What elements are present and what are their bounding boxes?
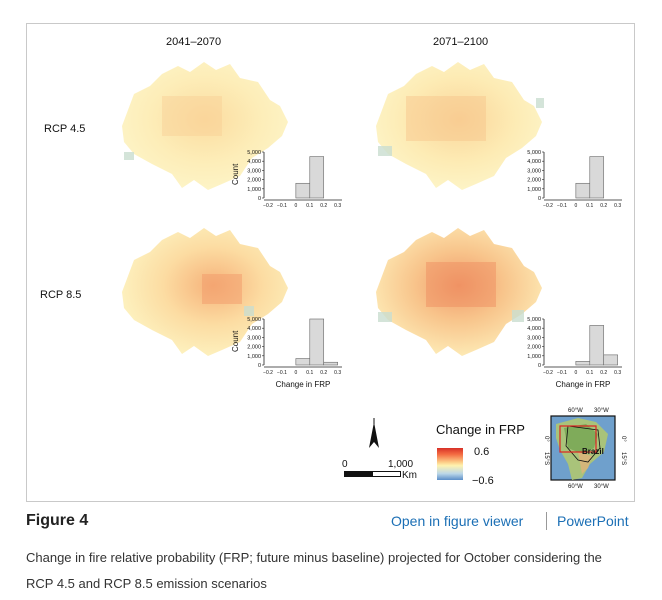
hist-x-tick-label: −0.1 [557, 203, 567, 209]
inset-lon-30-top: 30°W [594, 408, 609, 414]
hist-x-tick-label: 0.1 [306, 203, 313, 209]
hist-x-tick-label: −0.1 [277, 370, 287, 376]
hist-x-tick-label: 0.2 [320, 370, 327, 376]
figure-label: Figure 4 [26, 512, 89, 529]
hist-x-tick-label: 0 [294, 370, 297, 376]
hist-y-tick-label: 5,000 [527, 317, 541, 323]
link-separator [546, 512, 547, 530]
hist-bar [309, 318, 325, 366]
hist-bar [589, 156, 605, 199]
hist-y-tick-label: 0 [258, 363, 261, 369]
row-header-rcp45: RCP 4.5 [44, 123, 86, 135]
hist-x-tick-label: 0.1 [586, 370, 593, 376]
hist-bar [603, 354, 618, 366]
hist-bar [295, 358, 311, 366]
hist-bar [575, 361, 591, 366]
hist-bar [323, 361, 338, 366]
hist-x-axis-label: Change in FRP [276, 380, 331, 389]
hist-x-tick-label: 0.1 [306, 370, 313, 376]
hist-x-axis-label: Change in FRP [556, 380, 611, 389]
map-rcp85-2071-2100 [376, 228, 542, 356]
open-figure-viewer-link[interactable]: Open in figure viewer [391, 513, 524, 529]
hist-x-tick-label: 0.3 [334, 203, 341, 209]
hist-y-tick-label: 1,000 [247, 187, 261, 193]
hist-x-tick-label: 0 [294, 203, 297, 209]
hist-y-tick-label: 2,000 [527, 345, 541, 351]
map-rcp85-2041-2070 [122, 228, 288, 356]
map-rcp45-2071-2100 [376, 62, 544, 190]
hist-x-tick-label: 0 [574, 370, 577, 376]
hist-y-tick-label: 2,000 [247, 345, 261, 351]
hist-x-tick-label: −0.1 [557, 370, 567, 376]
inset-lat-0-right: 0° [620, 436, 626, 442]
figure-panel [26, 23, 635, 502]
scale-bar [344, 471, 401, 477]
powerpoint-link[interactable]: PowerPoint [557, 513, 629, 529]
hist-x-tick-label: 0.2 [600, 203, 607, 209]
inset-lon-60-top: 60°W [568, 408, 583, 414]
scale-distance-label: 1,000 [388, 459, 414, 470]
hist-y-tick-label: 3,000 [247, 335, 261, 341]
hist-bar [575, 182, 591, 199]
hist-x-tick-label: 0.2 [320, 203, 327, 209]
legend-min-label: −0.6 [472, 475, 494, 487]
hist-y-tick-label: 4,000 [247, 326, 261, 332]
map-rcp45-2041-2070 [122, 62, 288, 190]
hist-x-tick-label: −0.2 [263, 370, 273, 376]
hist-y-tick-label: 4,000 [527, 326, 541, 332]
hist-y-axis-label: Count [231, 163, 240, 185]
hist-y-tick-label: 2,000 [247, 178, 261, 184]
hist-y-tick-label: 1,000 [527, 187, 541, 193]
hist-y-tick-label: 2,000 [527, 178, 541, 184]
hist-y-tick-label: 5,000 [247, 317, 261, 323]
hist-y-tick-label: 3,000 [247, 168, 261, 174]
hist-bar [309, 156, 325, 199]
scale-zero-label: 0 [342, 459, 348, 470]
col-header-2041-2070: 2041–2070 [166, 36, 222, 48]
hist-y-tick-label: 4,000 [527, 159, 541, 165]
hist-y-tick-label: 0 [258, 196, 261, 202]
hist-x-tick-label: 0.3 [334, 370, 341, 376]
hist-y-tick-label: 0 [538, 196, 541, 202]
hist-y-tick-label: 5,000 [247, 150, 261, 156]
figure-caption: Change in fire relative probability (FRP… [26, 550, 602, 591]
scale-unit-label: Km [402, 470, 417, 481]
hist-bar [295, 182, 311, 199]
inset-lat-15-left: 15°S [543, 452, 549, 465]
hist-x-tick-label: 0.2 [600, 370, 607, 376]
hist-y-axis-label: Count [231, 330, 240, 352]
legend-max-label: 0.6 [474, 446, 490, 458]
hist-y-tick-label: 3,000 [527, 168, 541, 174]
hist-y-tick-label: 5,000 [527, 150, 541, 156]
hist-x-tick-label: 0.3 [614, 203, 621, 209]
row-header-rcp85: RCP 8.5 [40, 289, 82, 301]
inset-country-label: Brazil [582, 447, 604, 456]
col-header-2071-2100: 2071–2100 [433, 36, 489, 48]
inset-lat-15-right: 15°S [620, 452, 626, 465]
hist-x-tick-label: 0.3 [614, 370, 621, 376]
legend-colorbar [437, 448, 463, 480]
legend-title: Change in FRP [436, 422, 525, 437]
hist-y-tick-label: 0 [538, 363, 541, 369]
hist-y-tick-label: 1,000 [247, 354, 261, 360]
hist-y-tick-label: 4,000 [247, 159, 261, 165]
north-arrow-icon [369, 418, 379, 448]
hist-x-tick-label: 0.1 [586, 203, 593, 209]
inset-lon-60-bottom: 60°W [568, 484, 583, 490]
inset-lon-30-bottom: 30°W [594, 484, 609, 490]
hist-x-tick-label: 0 [574, 203, 577, 209]
hist-y-tick-label: 1,000 [527, 354, 541, 360]
inset-lat-0-left: 0° [543, 436, 549, 442]
hist-x-tick-label: −0.2 [543, 203, 553, 209]
hist-y-tick-label: 3,000 [527, 335, 541, 341]
hist-x-tick-label: −0.1 [277, 203, 287, 209]
hist-bar [589, 325, 605, 366]
hist-x-tick-label: −0.2 [263, 203, 273, 209]
hist-x-tick-label: −0.2 [543, 370, 553, 376]
inset-locator-map: 60°W 30°W 60°W 30°W 0° 15°S 0° 15°S Braz… [543, 408, 626, 490]
